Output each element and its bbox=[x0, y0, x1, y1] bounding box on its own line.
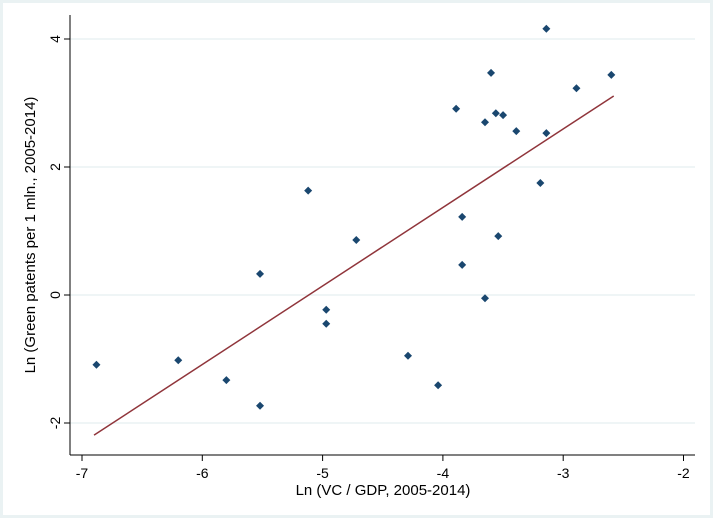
x-tick-label: -6 bbox=[196, 465, 209, 481]
data-point bbox=[322, 305, 331, 314]
data-point bbox=[491, 109, 500, 118]
data-point bbox=[542, 24, 551, 33]
x-axis-label: Ln (VC / GDP, 2005-2014) bbox=[296, 482, 471, 499]
y-tick-label: -2 bbox=[47, 417, 63, 430]
data-point bbox=[304, 186, 313, 195]
data-point bbox=[404, 351, 413, 360]
data-point bbox=[536, 179, 545, 187]
x-tick-label: -7 bbox=[76, 465, 89, 481]
x-tick-label: -4 bbox=[437, 465, 450, 481]
data-point bbox=[512, 127, 521, 136]
data-point bbox=[481, 118, 490, 127]
data-point bbox=[458, 260, 467, 269]
x-tick-label: -2 bbox=[677, 465, 690, 481]
scatter-chart: -2 0 2 4 -7 -6 -5 -4 -3 -2 Ln (VC / GDP, 2005-201… bbox=[22, 15, 695, 499]
data-point bbox=[452, 104, 461, 113]
data-point bbox=[572, 84, 581, 93]
data-point bbox=[542, 129, 551, 138]
x-tick-label: -3 bbox=[557, 465, 570, 481]
data-point bbox=[256, 401, 265, 410]
x-tick-label: -5 bbox=[316, 465, 329, 481]
data-point bbox=[458, 212, 467, 221]
fit-line bbox=[93, 95, 615, 436]
y-tick-label: 4 bbox=[47, 35, 63, 43]
y-tick-label: 2 bbox=[47, 163, 63, 171]
y-tick-label: 0 bbox=[47, 291, 63, 299]
data-point bbox=[256, 269, 265, 278]
data-point bbox=[434, 381, 443, 390]
y-axis-label: Ln (Green patents per 1 mln., 2005-2014) bbox=[22, 97, 39, 374]
data-point bbox=[352, 235, 361, 244]
data-point bbox=[487, 68, 496, 77]
chart-area: -2 0 2 4 -7 -6 -5 -4 -3 -2 Ln (VC / GDP, 2005-201… bbox=[3, 3, 710, 515]
data-point bbox=[322, 319, 331, 328]
data-point bbox=[222, 376, 231, 385]
data-point bbox=[174, 356, 183, 365]
data-point bbox=[494, 232, 503, 241]
data-point bbox=[607, 70, 616, 79]
data-point bbox=[499, 111, 508, 120]
data-point bbox=[481, 294, 490, 303]
data-point bbox=[92, 360, 101, 369]
